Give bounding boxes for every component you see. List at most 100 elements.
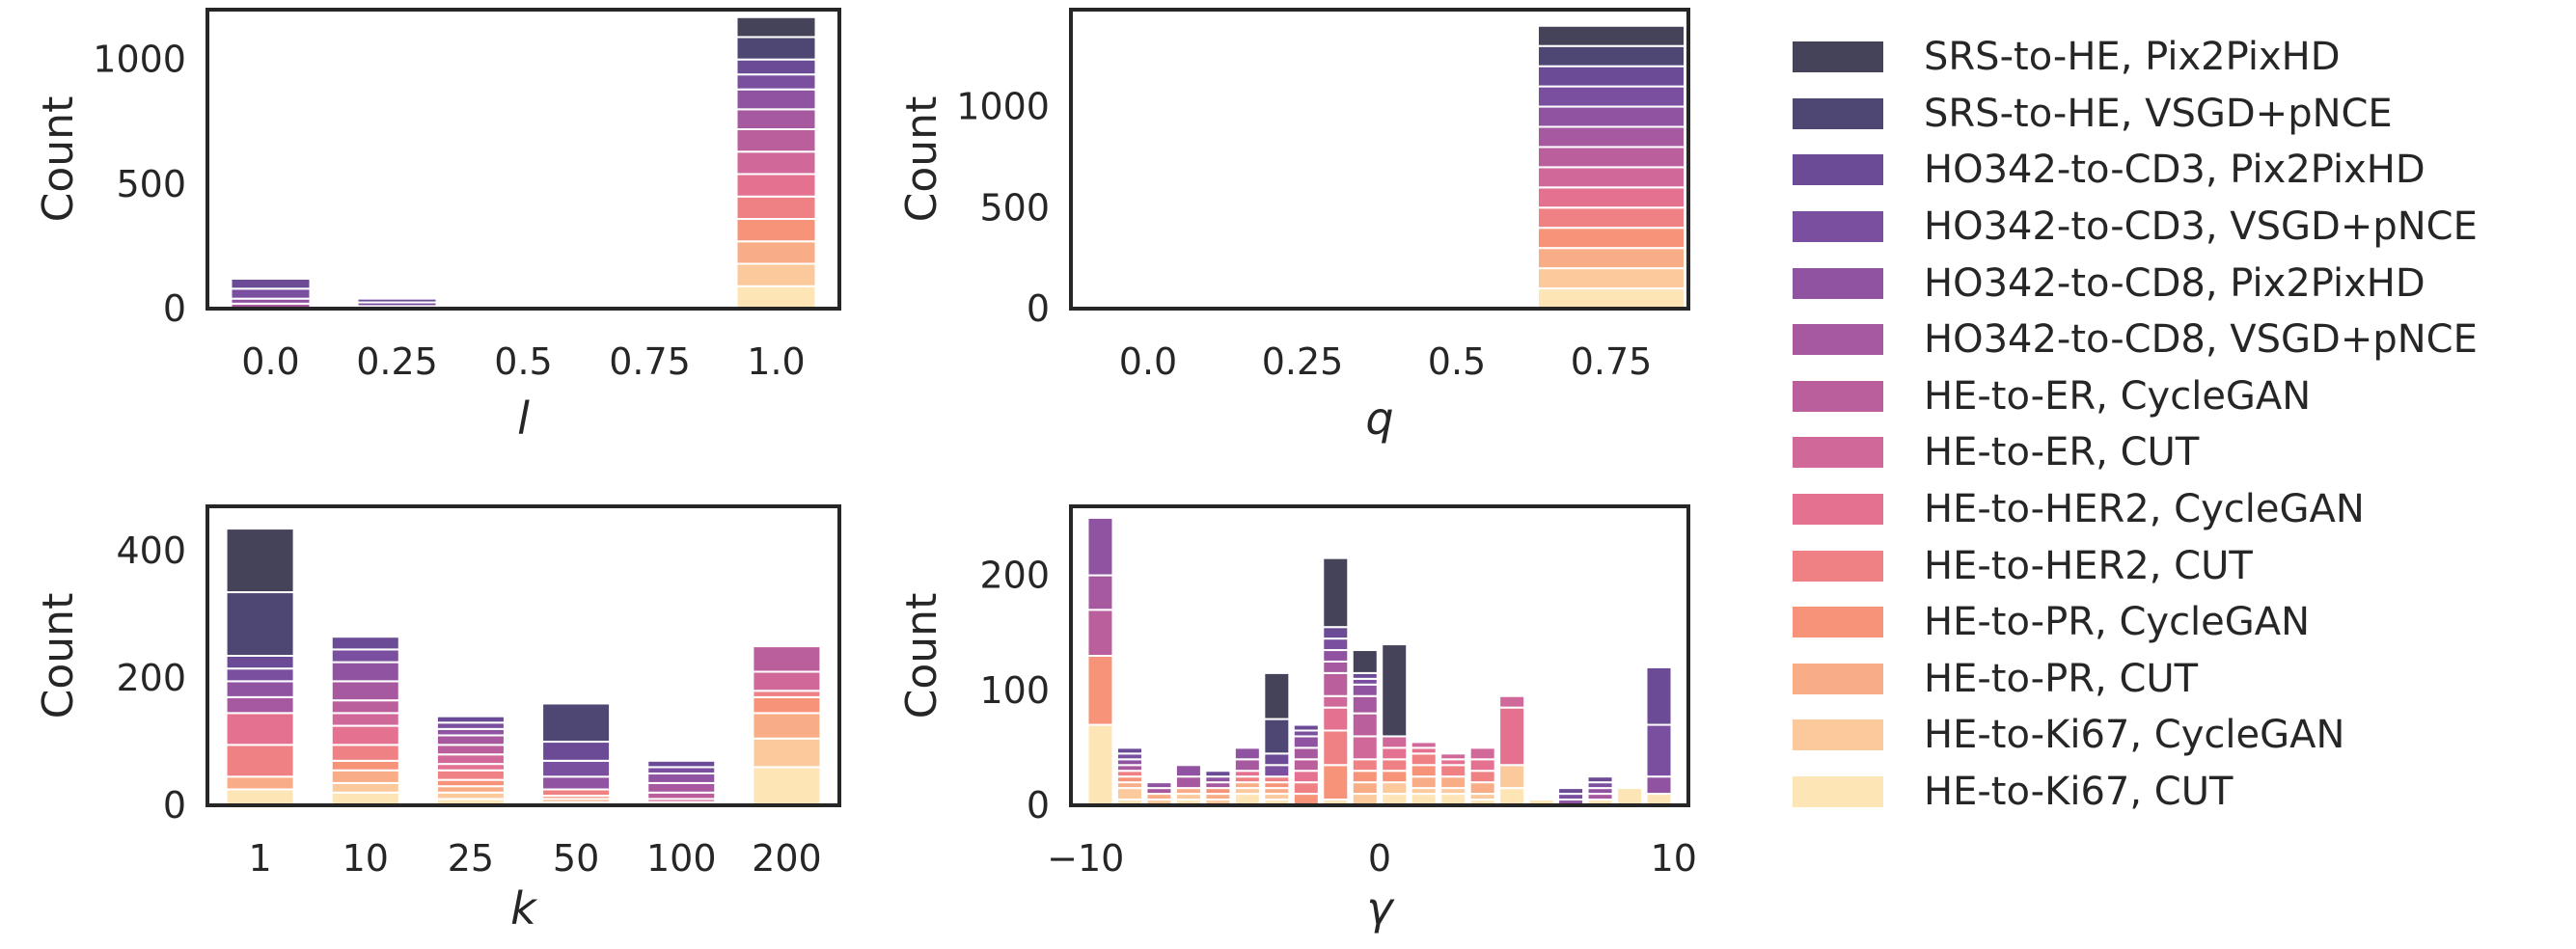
bar-segment (225, 695, 295, 715)
bar-segment (1410, 752, 1438, 767)
bar-segment (1263, 671, 1291, 720)
bar-segment (1537, 267, 1685, 290)
x-tick-label: −10 (1047, 837, 1124, 880)
bar-segment (1322, 649, 1350, 663)
bar-segment (330, 680, 400, 702)
legend-item: HE-to-PR, CycleGAN (1793, 594, 2478, 651)
bar-segment (1498, 694, 1526, 709)
bar-segment (752, 712, 822, 740)
x-tick-label: 10 (1651, 837, 1697, 880)
legend-item: HE-to-Ki67, CycleGAN (1793, 707, 2478, 764)
bar-segment (735, 240, 817, 265)
bar-segment (1351, 770, 1379, 784)
axes-frame (1069, 504, 1690, 807)
bar-segment (1468, 758, 1496, 773)
bar-segment (225, 788, 295, 806)
bar-segment (541, 741, 612, 762)
x-tick-label: 1 (248, 837, 271, 880)
bar-segment (225, 680, 295, 698)
legend-label: HO342-to-CD8, VSGD+pNCE (1924, 317, 2478, 363)
bar-segment (330, 744, 400, 762)
legend: SRS-to-HE, Pix2PixHD SRS-to-HE, VSGD+pNCE… (1793, 29, 2478, 820)
bar-segment (1381, 643, 1409, 738)
axes-frame (206, 8, 841, 311)
bar-segment (1537, 105, 1685, 128)
legend-label: SRS-to-HE, VSGD+pNCE (1924, 91, 2393, 136)
chart-panel-1: 0 500 1000 0.0 0.25 0.5 0.75 1.0 l Count (34, 8, 841, 445)
legend-swatch (1793, 324, 1883, 356)
x-tick-label: 0.75 (609, 340, 691, 383)
bar-segment (1537, 44, 1685, 68)
bar-segment (225, 528, 295, 594)
bar-segment (435, 715, 506, 724)
bar-segment (1468, 781, 1496, 796)
legend-item: SRS-to-HE, Pix2PixHD (1793, 29, 2478, 86)
x-tick-label: 50 (553, 837, 599, 880)
y-tick-label: 1000 (93, 39, 186, 81)
bar-segment (1351, 694, 1379, 715)
legend-label: HO342-to-CD3, VSGD+pNCE (1924, 204, 2478, 250)
legend-item: HE-to-Ki67, CUT (1793, 764, 2478, 821)
bar-segment (735, 36, 817, 61)
bar-segment (1292, 723, 1320, 732)
x-tick-label: 200 (752, 837, 822, 880)
bar-segment (1292, 781, 1320, 796)
bar-segment (435, 744, 506, 756)
bar-segment (1292, 746, 1320, 761)
bar-segment (1586, 775, 1614, 784)
legend-label: HO342-to-CD3, Pix2PixHD (1924, 148, 2425, 193)
bar-segment (1537, 146, 1685, 169)
y-tick-label: 1000 (956, 86, 1050, 128)
legend-label: HE-to-Ki67, CycleGAN (1924, 713, 2345, 758)
y-axis-label: Count (34, 593, 83, 719)
bar-segment (735, 218, 817, 243)
bar-segment (735, 73, 817, 91)
y-tick-label: 500 (979, 186, 1050, 229)
bar-segment (1115, 746, 1143, 755)
legend-item: HE-to-HER2, CycleGAN (1793, 481, 2478, 538)
bar-segment (735, 128, 817, 153)
bar-segment (735, 108, 817, 131)
bar-segment (225, 667, 295, 683)
bar-segment (1537, 166, 1685, 189)
legend-label: HE-to-ER, CycleGAN (1924, 373, 2312, 419)
legend-item: HE-to-HER2, CUT (1793, 537, 2478, 594)
bar-segment (1322, 637, 1350, 652)
bar-segment (225, 655, 295, 670)
y-tick-label: 500 (116, 163, 186, 205)
bar-segment (1351, 712, 1379, 738)
bar-segment (735, 15, 817, 39)
bar-segment (1439, 764, 1467, 778)
bar-segment (1086, 574, 1114, 611)
legend-item: HO342-to-CD8, VSGD+pNCE (1793, 312, 2478, 368)
legend-swatch (1793, 380, 1883, 412)
bar-segment (1537, 85, 1685, 108)
x-axis-label: l (517, 393, 530, 445)
legend-item: HO342-to-CD8, Pix2PixHD (1793, 255, 2478, 312)
chart-panel-3: 0 200 400 1 10 25 50 100 200 k Count (34, 504, 841, 935)
bar-segment (1086, 723, 1114, 806)
bar-segment (1381, 781, 1409, 796)
bar-segment (330, 781, 400, 794)
bar-segment (752, 670, 822, 692)
bar-segment (435, 769, 506, 781)
legend-item: HE-to-PR, CUT (1793, 651, 2478, 708)
bar-segment (1468, 770, 1496, 784)
legend-swatch (1793, 211, 1883, 243)
x-tick-label: 0.0 (1119, 340, 1177, 383)
bar-segment (1263, 764, 1291, 778)
bar-segment (735, 262, 817, 287)
bar-segment (1322, 764, 1350, 801)
y-axis-label: Count (34, 96, 83, 223)
bar-segment (330, 648, 400, 664)
bar-segment (330, 699, 400, 715)
bar-segment (1263, 718, 1291, 755)
bar-segment (225, 712, 295, 746)
bar-segment (646, 773, 717, 784)
bar-segment (435, 753, 506, 766)
legend-swatch (1793, 437, 1883, 469)
bar-segment (1351, 649, 1379, 674)
legend-swatch (1793, 607, 1883, 638)
legend-swatch (1793, 267, 1883, 299)
bar-segment (1645, 775, 1673, 796)
